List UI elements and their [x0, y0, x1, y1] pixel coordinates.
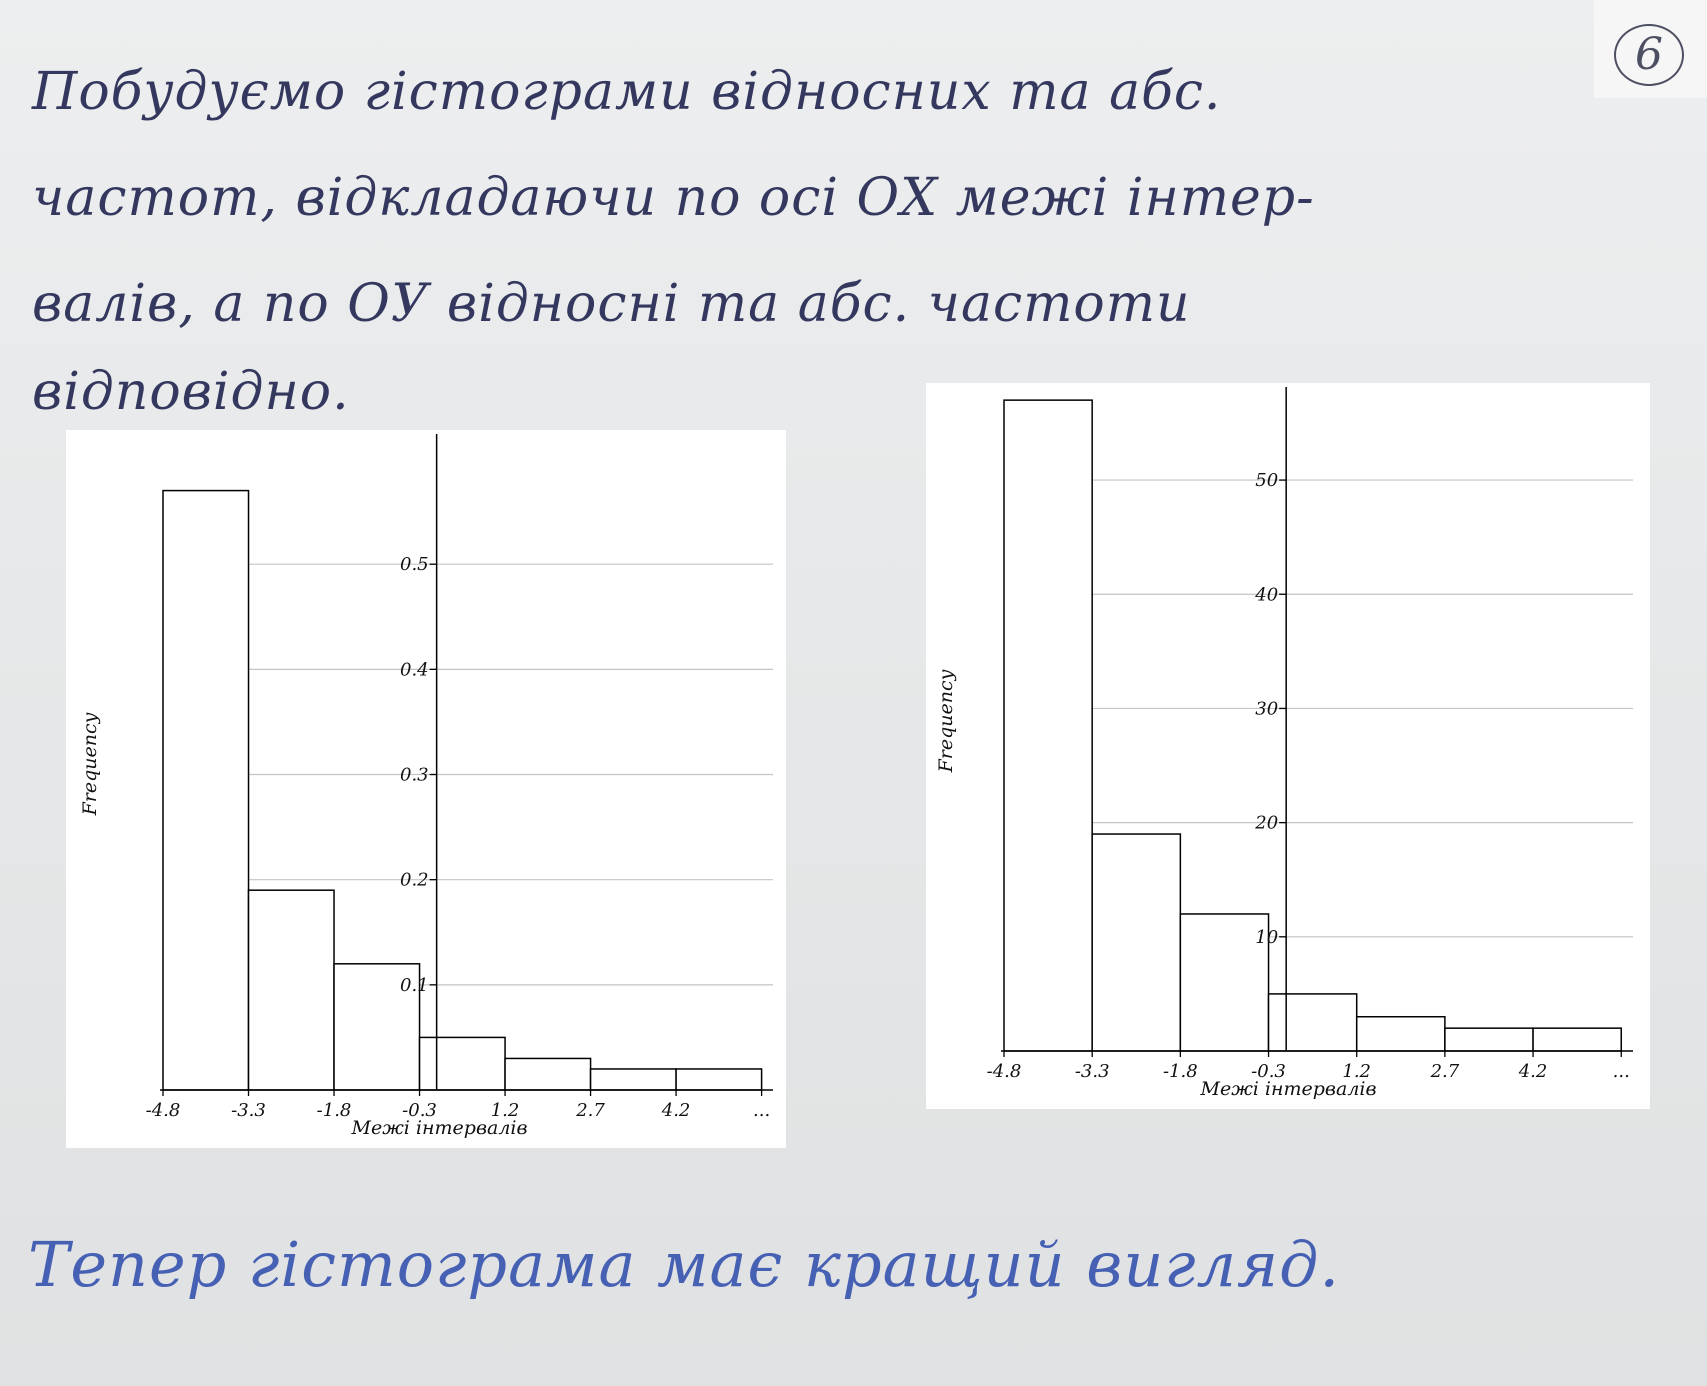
histogram-bar [504, 1057, 592, 1091]
y-tick-label: 30 [1255, 698, 1278, 719]
y-tick-label: 20 [1254, 813, 1278, 834]
x-tick-label: -3.3 [1075, 1061, 1110, 1082]
histogram-bar [675, 1068, 763, 1091]
absolute-frequency-chart: -4.8 -3.3 -1.8 -0.3 1.2 2.7 4.2 ... 10 20 30 40 50 Ме… [935, 387, 1633, 1100]
x-tick-label: ... [1613, 1061, 1630, 1082]
x-tick-label: -4.8 [987, 1061, 1022, 1082]
x-tick-label: -0.3 [402, 1100, 437, 1121]
x-tick-label: 1.2 [491, 1100, 520, 1121]
handwritten-line-4: відповідно. [32, 362, 350, 422]
y-tick-label: 40 [1254, 584, 1278, 605]
y-tick-label: 0.4 [400, 659, 429, 680]
histogram-bar [589, 1068, 677, 1091]
y-tick-label: 0.3 [400, 765, 429, 786]
y-tick-label: 0.5 [400, 554, 429, 575]
handwritten-line-3: валів, а по ОУ відносні та абс. частоти [32, 274, 1191, 334]
histogram-bar [1355, 1015, 1446, 1052]
histogram-bar [1179, 913, 1270, 1052]
x-axis-title: Межі інтервалів [351, 1117, 528, 1139]
histogram-bar [162, 489, 250, 1091]
y-tick-label: 0.1 [400, 975, 429, 996]
page-number: 6 [1614, 24, 1684, 86]
handwritten-conclusion: Тепер гістограма має кращий вигляд. [28, 1228, 1341, 1301]
histogram-bar [1267, 993, 1358, 1052]
x-tick-label: 2.7 [575, 1100, 605, 1121]
x-axis-title: Межі інтервалів [1200, 1078, 1377, 1100]
y-axis-title: Frequency [935, 669, 957, 773]
y-tick-label: 10 [1255, 927, 1278, 948]
x-tick-label: ... [753, 1100, 770, 1121]
histogram-bar [1444, 1027, 1534, 1052]
histogram-bar [1003, 399, 1093, 1052]
x-tick-label: -1.8 [1163, 1061, 1198, 1082]
x-tick-label: 2.7 [1430, 1061, 1460, 1082]
x-tick-label: -3.3 [231, 1100, 266, 1121]
histogram-bar [247, 889, 335, 1091]
histogram-bar [1091, 833, 1182, 1052]
histogram-bar [1532, 1027, 1622, 1052]
relative-frequency-chart: -4.8 -3.3 -1.8 -0.3 1.2 2.7 4.2 ... 0.1 0.2 0.3 0.4… [79, 434, 773, 1139]
x-tick-label: -1.8 [317, 1100, 352, 1121]
y-axis-title: Frequency [79, 712, 101, 816]
handwritten-line-2: частот, відкладаючи по осі ОХ межі інтер… [32, 168, 1315, 228]
y-tick-label: 50 [1255, 470, 1278, 491]
x-tick-label: 4.2 [661, 1100, 691, 1121]
histogram-bar [418, 1036, 506, 1091]
relative-frequency-histogram: -4.8 -3.3 -1.8 -0.3 1.2 2.7 4.2... 0.1 0.2 0.3 0.4… [66, 430, 786, 1148]
x-tick-label: 1.2 [1342, 1061, 1371, 1082]
x-tick-label: -0.3 [1251, 1061, 1286, 1082]
histogram-bar [333, 963, 421, 1091]
x-tick-label: 4.2 [1518, 1061, 1548, 1082]
handwritten-line-1: Побудуємо гістограми відносних та абс. [32, 62, 1222, 122]
page-number-label: 6 [1594, 0, 1707, 98]
absolute-frequency-histogram: -4.8 -3.3 -1.8 -0.3 1.2 2.7 4.2... 10 20 30 40 50 Ме… [926, 383, 1650, 1109]
y-tick-label: 0.2 [400, 870, 429, 891]
x-tick-label: -4.8 [146, 1100, 181, 1121]
